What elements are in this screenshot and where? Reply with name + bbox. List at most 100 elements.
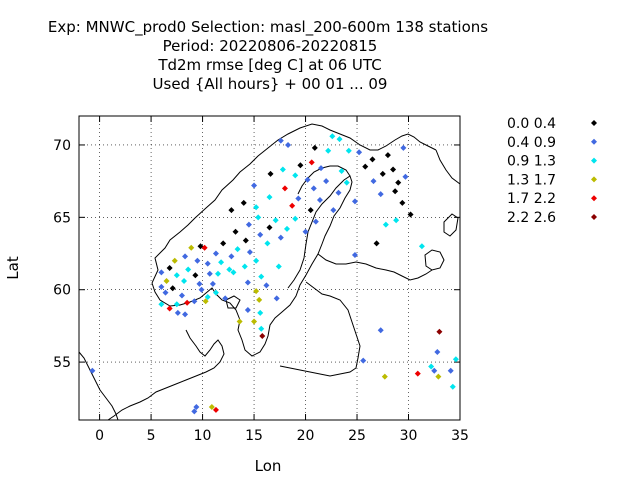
x-tick-label: 5 bbox=[147, 428, 156, 444]
coastline-baltic-east bbox=[279, 281, 361, 377]
station-marker bbox=[191, 408, 198, 415]
station-marker bbox=[292, 172, 299, 179]
station-marker bbox=[193, 403, 200, 410]
legend-label: 0.4 0.9 bbox=[507, 135, 556, 151]
x-tick-label: 10 bbox=[194, 428, 212, 444]
title-line-3: Td2m rmse [deg C] at 06 UTC bbox=[157, 56, 381, 74]
station-marker bbox=[244, 279, 251, 286]
station-marker bbox=[251, 182, 258, 189]
station-marker bbox=[308, 159, 315, 166]
station-marker bbox=[369, 156, 376, 163]
station-marker bbox=[244, 306, 251, 313]
station-marker bbox=[338, 168, 345, 175]
legend-marker bbox=[591, 176, 597, 183]
title-line-1: Exp: MNWC_prod0 Selection: masl_200-600m… bbox=[48, 18, 488, 37]
station-marker bbox=[166, 265, 173, 271]
station-marker bbox=[264, 240, 271, 247]
station-marker bbox=[284, 225, 291, 232]
station-marker bbox=[178, 292, 185, 299]
station-marker bbox=[259, 333, 266, 340]
legend-marker bbox=[591, 138, 597, 145]
station-marker bbox=[452, 356, 459, 363]
station-marker bbox=[212, 406, 219, 413]
station-marker bbox=[311, 144, 318, 151]
station-marker bbox=[253, 288, 260, 295]
station-marker bbox=[218, 259, 225, 266]
station-marker bbox=[435, 373, 442, 380]
station-marker bbox=[226, 266, 233, 273]
station-marker bbox=[289, 202, 296, 209]
grid bbox=[79, 116, 461, 420]
station-marker bbox=[166, 305, 173, 312]
station-marker bbox=[246, 249, 253, 256]
legend-label: 1.7 2.2 bbox=[507, 191, 556, 207]
station-marker bbox=[257, 231, 264, 238]
station-marker bbox=[428, 363, 435, 370]
station-marker bbox=[351, 251, 358, 258]
station-marker bbox=[267, 170, 274, 177]
station-marker bbox=[169, 285, 176, 292]
station-marker bbox=[182, 311, 189, 318]
station-marker bbox=[370, 178, 377, 185]
x-tick-label: 30 bbox=[400, 428, 418, 444]
station-marker bbox=[400, 144, 407, 151]
station-marker bbox=[330, 207, 337, 214]
station-marker bbox=[414, 370, 421, 377]
x-tick-label: 0 bbox=[95, 428, 104, 444]
station-marker bbox=[212, 250, 219, 257]
station-marker bbox=[335, 189, 342, 196]
station-marker bbox=[297, 162, 304, 169]
station-marker bbox=[266, 224, 273, 231]
x-tick-label: 15 bbox=[245, 428, 263, 444]
station-marker bbox=[317, 165, 324, 172]
axis-ticks: 0 5 10 15 20 25 30 35 55 60 65 70 bbox=[53, 116, 469, 444]
station-marker bbox=[173, 301, 180, 308]
station-marker bbox=[204, 293, 211, 300]
station-marker bbox=[236, 318, 243, 325]
station-marker bbox=[418, 243, 425, 250]
station-marker bbox=[182, 253, 189, 260]
station-marker bbox=[251, 318, 258, 325]
station-marker bbox=[201, 244, 208, 251]
station-marker bbox=[273, 295, 280, 302]
coastline-denmark-germany bbox=[107, 329, 225, 421]
station-marker bbox=[220, 240, 227, 247]
station-marker bbox=[181, 278, 188, 285]
station-marker bbox=[240, 199, 247, 206]
station-marker bbox=[204, 260, 211, 267]
coastline bbox=[78, 115, 461, 421]
station-marker bbox=[245, 221, 252, 228]
legend-label: 0.9 1.3 bbox=[507, 154, 556, 170]
title-line-2: Period: 20220806-20220815 bbox=[163, 37, 378, 55]
station-marker bbox=[258, 325, 265, 332]
station-marker bbox=[316, 196, 323, 203]
station-marker bbox=[184, 299, 191, 306]
station-marker bbox=[198, 286, 205, 293]
legend-marker bbox=[591, 195, 597, 202]
station-marker bbox=[258, 273, 265, 280]
station-marker bbox=[277, 234, 284, 241]
station-marker bbox=[277, 137, 284, 144]
station-marker bbox=[228, 253, 235, 260]
station-marker bbox=[449, 383, 456, 390]
station-marker bbox=[174, 309, 181, 316]
plot-area: 0 5 10 15 20 25 30 35 55 60 65 70 bbox=[53, 115, 469, 444]
coastline-vanern bbox=[225, 295, 241, 309]
station-marker bbox=[255, 214, 262, 221]
station-marker bbox=[377, 191, 384, 198]
station-marker bbox=[212, 289, 219, 296]
station-marker bbox=[257, 309, 264, 316]
x-tick-label: 35 bbox=[451, 428, 469, 444]
station-marker bbox=[192, 272, 199, 279]
station-marker bbox=[266, 194, 273, 201]
station-marker bbox=[158, 301, 165, 308]
station-marker bbox=[362, 163, 369, 170]
station-marker bbox=[232, 228, 239, 235]
x-axis-label: Lon bbox=[255, 457, 282, 475]
station-marker bbox=[230, 269, 237, 276]
y-tick-label: 70 bbox=[53, 138, 71, 154]
title-line-4: Used {All hours} + 00 01 ... 09 bbox=[153, 75, 388, 93]
station-marker bbox=[345, 147, 352, 154]
legend-label: 2.2 2.6 bbox=[507, 210, 556, 226]
